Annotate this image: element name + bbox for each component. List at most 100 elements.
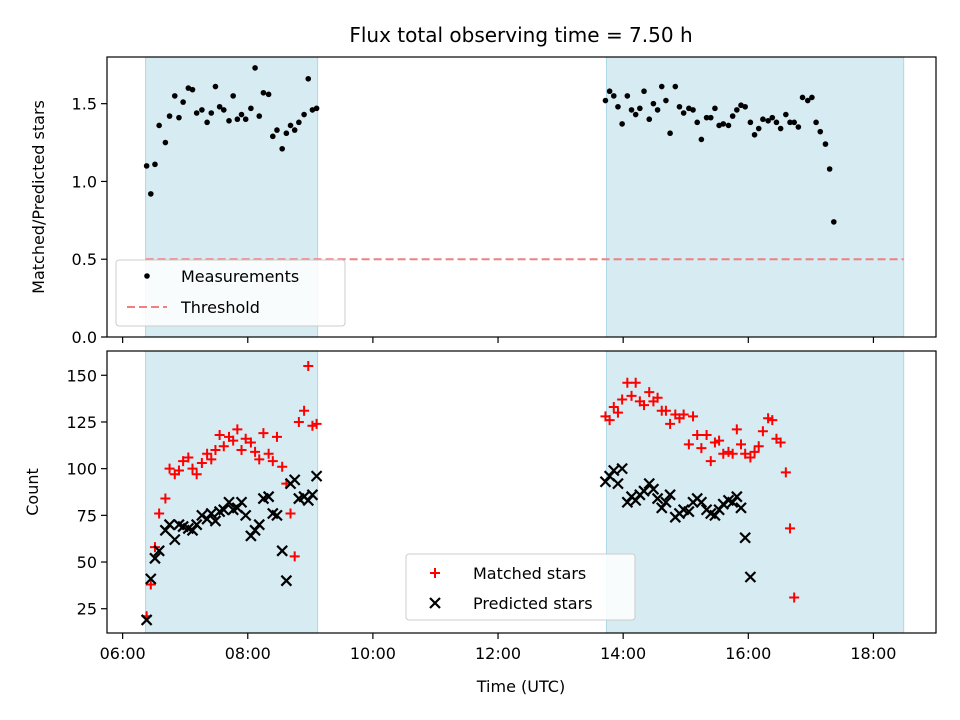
matched-stars-point bbox=[202, 448, 213, 459]
measurement-point bbox=[690, 107, 696, 113]
x-tick-label: 06:00 bbox=[100, 644, 146, 663]
chart-title: Flux total observing time = 7.50 h bbox=[349, 23, 692, 47]
measurement-point bbox=[301, 111, 307, 118]
measurement-point bbox=[180, 99, 186, 105]
measurement-point bbox=[729, 113, 736, 119]
matched-stars-point bbox=[206, 454, 217, 465]
legend-box bbox=[405, 553, 636, 621]
measurement-point bbox=[296, 119, 302, 126]
x-tick-label: 12:00 bbox=[475, 644, 521, 663]
predicted-stars-point bbox=[731, 490, 743, 503]
matched-stars-point bbox=[701, 430, 712, 441]
predicted-stars-point bbox=[638, 485, 650, 497]
measurement-point bbox=[663, 97, 669, 104]
x-axis-label: Time (UTC) bbox=[476, 677, 565, 696]
predicted-stars-point bbox=[218, 503, 230, 516]
matched-stars-point bbox=[683, 439, 694, 450]
matched-stars-point bbox=[254, 454, 265, 465]
measurement-point bbox=[760, 116, 766, 123]
measurement-point bbox=[747, 119, 754, 126]
matched-stars-point bbox=[789, 592, 800, 603]
measurement-point bbox=[658, 83, 665, 90]
matched-stars-point bbox=[757, 426, 768, 437]
matched-stars-point bbox=[626, 390, 637, 401]
measurement-point bbox=[274, 127, 280, 133]
measurement-point bbox=[291, 127, 298, 133]
measurement-point bbox=[162, 139, 169, 146]
count-y-axis-label: Count bbox=[23, 468, 42, 516]
measurement-point bbox=[220, 107, 227, 113]
measurement-point bbox=[817, 128, 824, 135]
measurement-point bbox=[632, 111, 639, 118]
predicted-stars-point bbox=[163, 518, 176, 531]
measurement-point bbox=[742, 103, 748, 110]
axes-frame bbox=[106, 350, 937, 634]
matched-stars-point bbox=[196, 458, 207, 469]
predicted-stars-point bbox=[205, 507, 218, 520]
y-tick-label: 75 bbox=[77, 506, 97, 525]
y-tick-label: 0.5 bbox=[72, 250, 97, 269]
measurement-point bbox=[628, 107, 635, 113]
predicted-stars-point bbox=[647, 483, 660, 495]
measurement-point bbox=[712, 105, 718, 112]
matched-stars-point bbox=[303, 360, 314, 371]
measurement-point bbox=[615, 103, 621, 110]
measurement-point bbox=[707, 114, 714, 121]
x-tick-label: 18:00 bbox=[850, 644, 896, 663]
matched-stars-point bbox=[718, 448, 729, 459]
measurement-point bbox=[265, 91, 272, 98]
measurement-point bbox=[783, 111, 789, 118]
measurement-point bbox=[751, 131, 758, 138]
matched-stars-point bbox=[258, 428, 269, 439]
measurement-point bbox=[831, 219, 837, 225]
measurement-point bbox=[270, 133, 276, 140]
measurement-point bbox=[279, 145, 285, 152]
measurement-point bbox=[755, 125, 762, 132]
measurement-point bbox=[208, 110, 215, 116]
predicted-stars-point bbox=[153, 545, 165, 557]
predicted-stars-point bbox=[608, 464, 620, 477]
measurement-point bbox=[176, 114, 182, 121]
legend: Matched stars Predicted stars bbox=[405, 553, 636, 621]
matched-stars-point bbox=[639, 400, 650, 411]
predicted-stars-point bbox=[744, 571, 757, 583]
matched-stars-point bbox=[178, 456, 189, 467]
measurement-point bbox=[147, 191, 154, 197]
predicted-stars-point bbox=[149, 552, 161, 565]
legend-measurements-label: Measurements bbox=[181, 267, 299, 286]
matched-stars-point bbox=[688, 411, 699, 422]
matched-stars-point bbox=[271, 431, 282, 442]
predicted-stars-point bbox=[262, 490, 275, 503]
matched-stars-point bbox=[612, 407, 623, 418]
count-panel: 25 50 75 100 125 150 06:00 08:00 10:00 12:00 14:00… bbox=[66, 350, 937, 663]
legend-predicted-marker bbox=[429, 597, 441, 609]
matched-stars-point bbox=[240, 433, 251, 444]
matched-stars-point bbox=[285, 508, 296, 519]
predicted-stars-point bbox=[310, 470, 323, 482]
measurement-point bbox=[795, 124, 802, 130]
observing-interval bbox=[145, 350, 319, 634]
predicted-stars-point bbox=[739, 531, 751, 544]
y-tick-label: 1.5 bbox=[72, 95, 97, 114]
matched-stars-point bbox=[617, 394, 628, 405]
matched-stars-point bbox=[678, 409, 689, 420]
measurement-point bbox=[283, 130, 290, 137]
y-tick-label: 100 bbox=[66, 460, 97, 479]
axes-frame bbox=[106, 56, 937, 338]
measurement-point bbox=[156, 122, 162, 129]
measurement-point bbox=[602, 97, 609, 104]
measurement-point bbox=[650, 100, 657, 107]
matched-stars-point bbox=[293, 416, 304, 427]
matched-stars-point bbox=[740, 448, 751, 459]
matched-stars-point bbox=[250, 446, 261, 457]
predicted-stars-point bbox=[735, 502, 747, 514]
matched-stars-point bbox=[267, 456, 278, 467]
measurement-point bbox=[769, 114, 776, 121]
predicted-stars-point bbox=[616, 462, 628, 475]
matched-stars-point bbox=[299, 405, 310, 416]
predicted-stars-point bbox=[140, 614, 153, 626]
measurement-point bbox=[654, 107, 661, 113]
matched-stars-point bbox=[630, 377, 641, 388]
matched-stars-point bbox=[749, 446, 760, 457]
predicted-stars-point bbox=[683, 505, 695, 518]
